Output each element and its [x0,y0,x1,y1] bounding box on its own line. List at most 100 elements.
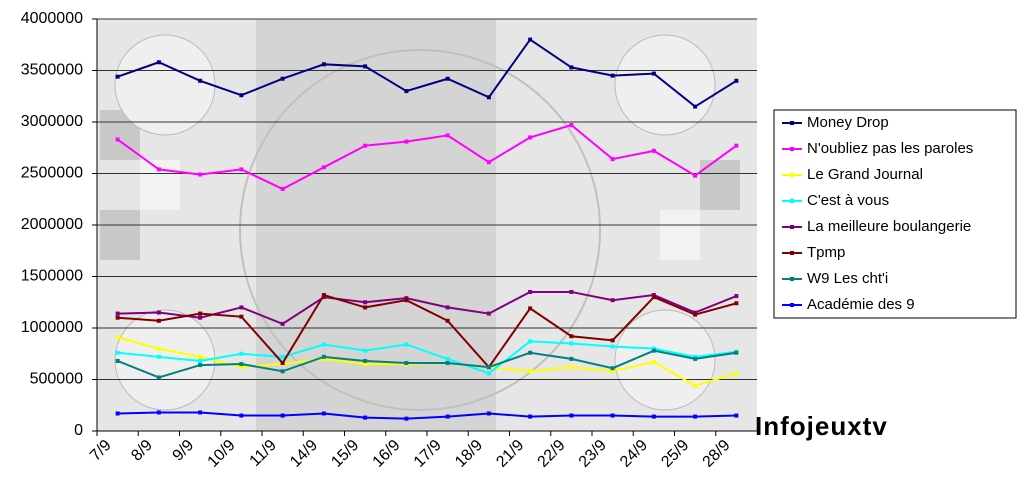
point [321,411,326,416]
point [610,298,615,303]
point [239,362,244,367]
series-line [117,349,737,379]
point [115,137,120,142]
point [528,306,533,311]
point [239,365,244,370]
point [528,37,533,42]
point [198,311,203,316]
point [404,296,409,301]
point [198,172,203,177]
point [115,350,120,355]
y-tick-label: 3000000 [21,113,83,130]
point [198,78,203,83]
point [198,354,203,359]
point [486,311,491,316]
x-tick-label: 9/9 [170,437,198,465]
x-tick-label: 10/9 [205,437,239,471]
point [610,369,615,374]
point [528,135,533,140]
series-line [117,123,737,191]
point [734,350,739,355]
point [156,318,161,323]
legend-label: N'oubliez pas les paroles [807,140,973,157]
point [239,93,244,98]
y-tick-label: 500000 [30,371,83,388]
x-tick-label: 18/9 [452,437,486,471]
point [693,104,698,109]
point [280,76,285,81]
point [115,358,120,363]
legend-marker [790,199,794,203]
point [404,342,409,347]
watermark: Infojeuxtv [755,411,888,441]
point [115,411,120,416]
point [280,354,285,359]
y-tick-label: 3500000 [21,62,83,79]
point [198,358,203,363]
x-tick-label: 8/9 [128,437,156,465]
x-tick-label: 7/9 [87,437,115,465]
x-tick-label: 23/9 [576,437,610,471]
point [445,133,450,138]
point [445,361,450,366]
point [693,356,698,361]
point [528,339,533,344]
x-tick-label: 15/9 [328,437,362,471]
plot [115,37,739,421]
point [569,289,574,294]
x-tick-label: 16/9 [370,437,404,471]
point [321,354,326,359]
point [569,123,574,128]
point [404,139,409,144]
point [610,413,615,418]
point [569,356,574,361]
x-tick-label: 24/9 [617,437,651,471]
series-line [117,411,737,420]
point [363,64,368,69]
point [404,89,409,94]
point [569,365,574,370]
point [156,167,161,172]
y-tick-label: 2500000 [21,165,83,182]
point [404,298,409,303]
legend-label: Tpmp [807,244,845,261]
point [445,76,450,81]
point [651,295,656,300]
point [734,294,739,299]
legend-label: W9 Les cht'i [807,270,888,287]
point [321,293,326,298]
point [115,311,120,316]
point [610,366,615,371]
point [528,369,533,374]
point [363,348,368,353]
point [115,335,120,340]
point [156,60,161,65]
legend-label: La meilleure boulangerie [807,218,971,235]
point [486,365,491,370]
point [486,160,491,165]
point [363,415,368,420]
point [198,410,203,415]
legend-marker [790,251,794,255]
legend-label: Le Grand Journal [807,166,923,183]
point [610,344,615,349]
point [651,414,656,419]
point [239,413,244,418]
point [610,338,615,343]
point [198,363,203,368]
point [404,416,409,421]
point [651,359,656,364]
point [528,350,533,355]
point [115,315,120,320]
series-line [117,340,737,375]
point [693,354,698,359]
series-line [117,38,737,108]
legend-label: C'est à vous [807,192,889,209]
point [239,314,244,319]
point [445,356,450,361]
point [651,346,656,351]
point [651,71,656,76]
point [363,143,368,148]
y-tick-label: 1500000 [21,268,83,285]
point [321,356,326,361]
